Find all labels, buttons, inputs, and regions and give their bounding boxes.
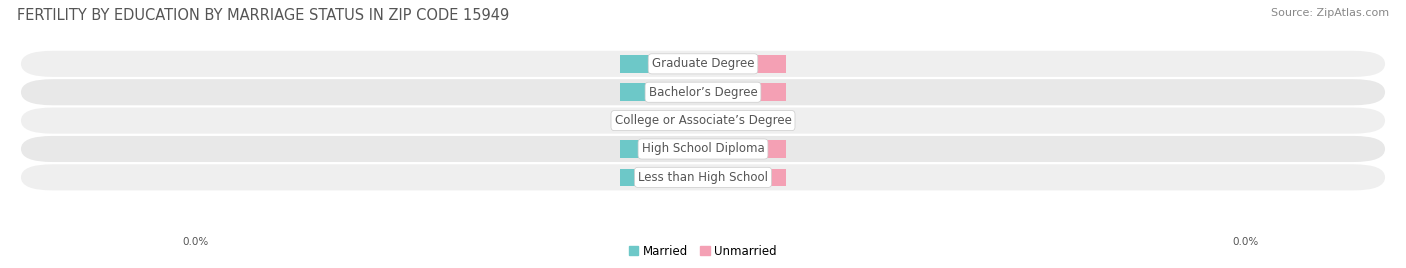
Text: FERTILITY BY EDUCATION BY MARRIAGE STATUS IN ZIP CODE 15949: FERTILITY BY EDUCATION BY MARRIAGE STATU…: [17, 8, 509, 23]
Text: 0.0%: 0.0%: [730, 144, 759, 154]
Text: Graduate Degree: Graduate Degree: [652, 57, 754, 70]
Bar: [703, 112, 786, 129]
Text: 0.0%: 0.0%: [730, 59, 759, 69]
Bar: [620, 83, 703, 101]
Text: 0.0%: 0.0%: [730, 116, 759, 126]
Text: 0.0%: 0.0%: [647, 172, 676, 182]
Bar: [703, 83, 786, 101]
Text: 0.0%: 0.0%: [1232, 237, 1258, 247]
Text: 0.0%: 0.0%: [730, 87, 759, 97]
FancyBboxPatch shape: [21, 136, 1385, 162]
FancyBboxPatch shape: [21, 51, 1385, 77]
Text: High School Diploma: High School Diploma: [641, 143, 765, 155]
FancyBboxPatch shape: [21, 79, 1385, 105]
Bar: [620, 169, 703, 186]
Text: Less than High School: Less than High School: [638, 171, 768, 184]
Bar: [620, 55, 703, 73]
FancyBboxPatch shape: [21, 164, 1385, 190]
Text: 0.0%: 0.0%: [647, 144, 676, 154]
FancyBboxPatch shape: [21, 107, 1385, 134]
Text: College or Associate’s Degree: College or Associate’s Degree: [614, 114, 792, 127]
Text: 0.0%: 0.0%: [647, 116, 676, 126]
Text: 0.0%: 0.0%: [647, 59, 676, 69]
Bar: [703, 169, 786, 186]
Text: 0.0%: 0.0%: [730, 172, 759, 182]
Legend: Married, Unmarried: Married, Unmarried: [624, 240, 782, 262]
Text: Bachelor’s Degree: Bachelor’s Degree: [648, 86, 758, 99]
Bar: [620, 112, 703, 129]
Text: 0.0%: 0.0%: [183, 237, 209, 247]
Text: 0.0%: 0.0%: [647, 87, 676, 97]
Bar: [620, 140, 703, 158]
Bar: [703, 55, 786, 73]
Bar: [703, 140, 786, 158]
Text: Source: ZipAtlas.com: Source: ZipAtlas.com: [1271, 8, 1389, 18]
